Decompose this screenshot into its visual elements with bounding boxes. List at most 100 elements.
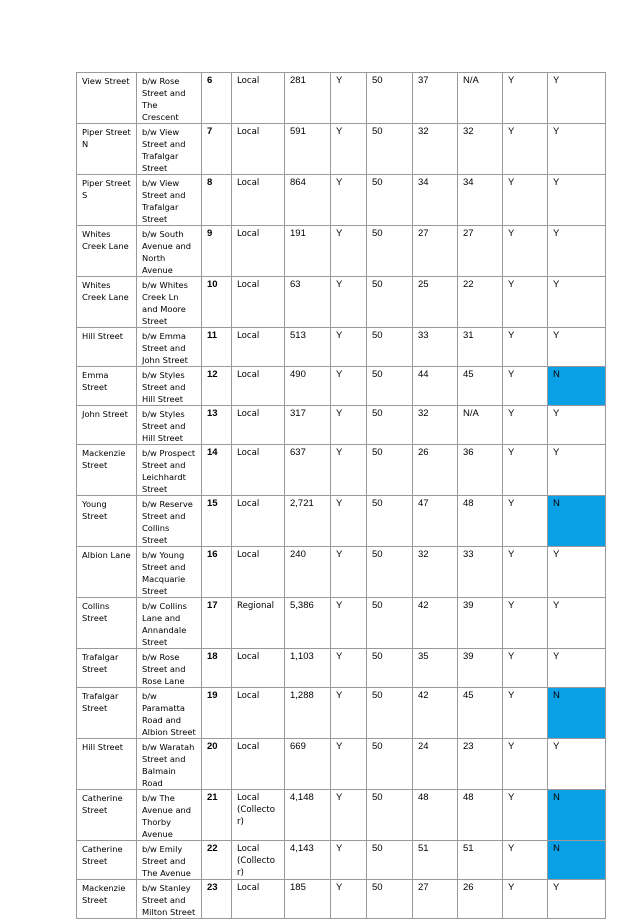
road-type-cell: Local xyxy=(231,174,285,226)
compliance-flag-cell: Y xyxy=(547,327,606,367)
flag-cell: Y xyxy=(330,72,367,124)
speed-value-cell: 34 xyxy=(412,174,458,226)
speed-limit-cell: 50 xyxy=(366,738,413,790)
reference-number-cell: 22 xyxy=(201,840,232,880)
speed-value-cell: 23 xyxy=(457,738,503,790)
location-cell: b/w Rose Street and Rose Lane xyxy=(136,648,202,688)
speed-value-cell: 32 xyxy=(412,123,458,175)
road-type-cell: Local xyxy=(231,327,285,367)
flag-cell: Y xyxy=(502,276,548,328)
speed-value-cell: 36 xyxy=(457,444,503,496)
speed-value-cell: 26 xyxy=(457,879,503,919)
table-row: Young Street b/w Reserve Street and Colli… xyxy=(76,495,606,547)
location-cell: b/w Young Street and Macquarie Street xyxy=(136,546,202,598)
table-row: Catherine Street b/w The Avenue and Thorb… xyxy=(76,789,606,841)
traffic-volume-cell: 4,143 xyxy=(284,840,331,880)
speed-limit-cell: 50 xyxy=(366,123,413,175)
compliance-flag-cell: N xyxy=(547,840,606,880)
speed-value-cell: 22 xyxy=(457,276,503,328)
compliance-flag-cell: Y xyxy=(547,738,606,790)
speed-limit-cell: 50 xyxy=(366,72,413,124)
street-name-cell: Hill Street xyxy=(76,738,137,790)
reference-number-cell: 19 xyxy=(201,687,232,739)
speed-value-cell: 24 xyxy=(412,738,458,790)
location-cell: b/w Waratah Street and Balmain Road xyxy=(136,738,202,790)
reference-number-cell: 21 xyxy=(201,789,232,841)
flag-cell: Y xyxy=(330,597,367,649)
table-row: Hill Street b/w Emma Street and John Stre… xyxy=(76,327,606,367)
flag-cell: Y xyxy=(330,648,367,688)
flag-cell: Y xyxy=(502,174,548,226)
table-row: Hill Street b/w Waratah Street and Balmai… xyxy=(76,738,606,790)
traffic-volume-cell: 864 xyxy=(284,174,331,226)
speed-value-cell: 47 xyxy=(412,495,458,547)
location-cell: b/w Emily Street and The Avenue xyxy=(136,840,202,880)
speed-value-cell: 48 xyxy=(457,495,503,547)
compliance-flag-cell: Y xyxy=(547,405,606,445)
speed-value-cell: 33 xyxy=(457,546,503,598)
speed-value-cell: 45 xyxy=(457,366,503,406)
flag-cell: Y xyxy=(502,879,548,919)
flag-cell: Y xyxy=(330,405,367,445)
street-name-cell: Catherine Street xyxy=(76,789,137,841)
speed-value-cell: 33 xyxy=(412,327,458,367)
street-name-cell: Collins Street xyxy=(76,597,137,649)
speed-limit-cell: 50 xyxy=(366,495,413,547)
traffic-volume-cell: 4,148 xyxy=(284,789,331,841)
street-name-cell: Mackenzie Street xyxy=(76,879,137,919)
compliance-flag-cell: Y xyxy=(547,276,606,328)
road-type-cell: Regional xyxy=(231,597,285,649)
street-name-cell: Whites Creek Lane xyxy=(76,276,137,328)
road-type-cell: Local xyxy=(231,123,285,175)
reference-number-cell: 23 xyxy=(201,879,232,919)
flag-cell: Y xyxy=(502,405,548,445)
location-cell: b/w View Street and Trafalgar Street xyxy=(136,174,202,226)
speed-value-cell: 51 xyxy=(457,840,503,880)
reference-number-cell: 10 xyxy=(201,276,232,328)
road-type-cell: Local xyxy=(231,687,285,739)
table-body: View Street b/w Rose Street and The Cresc… xyxy=(76,72,606,919)
table-row: John Street b/w Styles Street and Hill St… xyxy=(76,405,606,445)
table-row: Trafalgar Street b/w Rose Street and Rose… xyxy=(76,648,606,688)
traffic-volume-cell: 1,103 xyxy=(284,648,331,688)
flag-cell: Y xyxy=(330,840,367,880)
flag-cell: Y xyxy=(502,546,548,598)
flag-cell: Y xyxy=(330,276,367,328)
speed-value-cell: 32 xyxy=(457,123,503,175)
flag-cell: Y xyxy=(330,879,367,919)
traffic-data-table: View Street b/w Rose Street and The Cresc… xyxy=(76,72,606,919)
speed-value-cell: 32 xyxy=(412,405,458,445)
road-type-cell: Local xyxy=(231,495,285,547)
compliance-flag-cell: N xyxy=(547,495,606,547)
speed-limit-cell: 50 xyxy=(366,327,413,367)
speed-value-cell: 39 xyxy=(457,597,503,649)
reference-number-cell: 12 xyxy=(201,366,232,406)
speed-limit-cell: 50 xyxy=(366,840,413,880)
speed-limit-cell: 50 xyxy=(366,174,413,226)
flag-cell: Y xyxy=(330,225,367,277)
speed-value-cell: 42 xyxy=(412,687,458,739)
location-cell: b/w Rose Street and The Crescent xyxy=(136,72,202,124)
location-cell: b/w Collins Lane and Annandale Street xyxy=(136,597,202,649)
reference-number-cell: 8 xyxy=(201,174,232,226)
speed-limit-cell: 50 xyxy=(366,405,413,445)
flag-cell: Y xyxy=(502,444,548,496)
flag-cell: Y xyxy=(502,738,548,790)
reference-number-cell: 20 xyxy=(201,738,232,790)
location-cell: b/w Emma Street and John Street xyxy=(136,327,202,367)
street-name-cell: Albion Lane xyxy=(76,546,137,598)
traffic-volume-cell: 637 xyxy=(284,444,331,496)
location-cell: b/w View Street and Trafalgar Street xyxy=(136,123,202,175)
traffic-volume-cell: 513 xyxy=(284,327,331,367)
traffic-volume-cell: 2,721 xyxy=(284,495,331,547)
speed-value-cell: 37 xyxy=(412,72,458,124)
speed-value-cell: 26 xyxy=(412,444,458,496)
speed-value-cell: 48 xyxy=(457,789,503,841)
reference-number-cell: 14 xyxy=(201,444,232,496)
compliance-flag-cell: Y xyxy=(547,648,606,688)
speed-limit-cell: 50 xyxy=(366,546,413,598)
traffic-volume-cell: 240 xyxy=(284,546,331,598)
traffic-volume-cell: 591 xyxy=(284,123,331,175)
flag-cell: Y xyxy=(330,687,367,739)
